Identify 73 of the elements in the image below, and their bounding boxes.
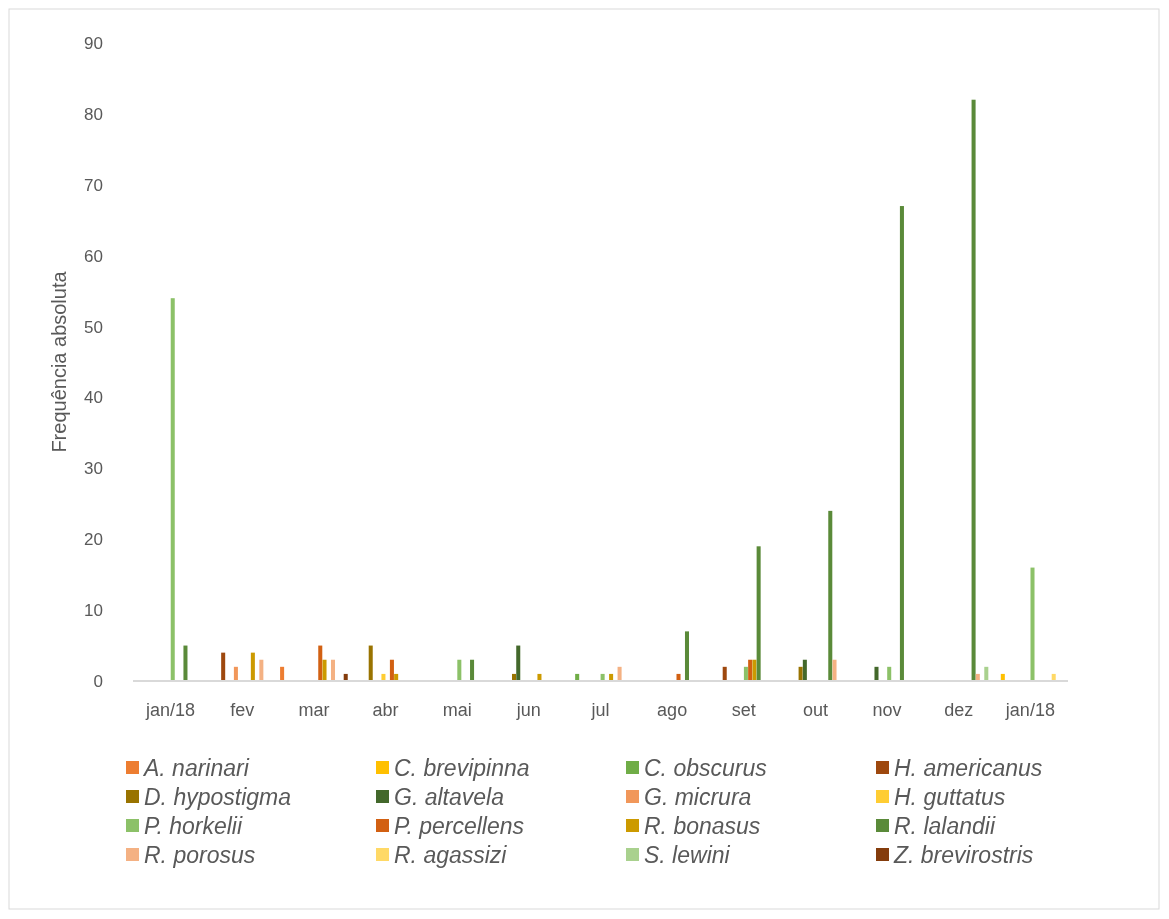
bar xyxy=(743,666,748,681)
y-tick-label: 40 xyxy=(84,388,103,408)
bar xyxy=(617,666,622,681)
y-tick-label: 80 xyxy=(84,104,103,124)
bar xyxy=(457,659,462,681)
x-tick-label: nov xyxy=(872,700,902,720)
x-tick-label: jan/18 xyxy=(1004,700,1055,720)
y-tick-label: 50 xyxy=(84,317,103,337)
bar xyxy=(722,666,727,681)
y-tick-label: 20 xyxy=(84,530,103,550)
bar xyxy=(318,645,323,681)
x-tick-label: mar xyxy=(298,700,330,720)
bar xyxy=(322,659,327,681)
bar xyxy=(676,673,681,681)
bar xyxy=(874,666,879,681)
x-tick-label: abr xyxy=(372,700,399,720)
bar xyxy=(233,666,238,681)
legend-label: C. obscurus xyxy=(644,755,768,782)
y-tick-label: 0 xyxy=(93,671,103,691)
legend-label: G. micrura xyxy=(644,784,752,811)
x-tick-label: jul xyxy=(590,700,610,720)
legend-label: A. narinari xyxy=(142,755,250,782)
bar xyxy=(802,659,807,681)
bar xyxy=(250,652,255,681)
bar xyxy=(756,546,761,681)
legend-label: H. americanus xyxy=(894,755,1043,782)
bar xyxy=(887,666,892,681)
legend-label: Z. brevirostris xyxy=(893,842,1034,869)
legend-label: G. altavela xyxy=(394,784,504,811)
bar xyxy=(752,659,757,681)
legend-label: R. lalandii xyxy=(894,813,996,840)
bar xyxy=(832,659,837,681)
bar xyxy=(389,659,394,681)
x-tick-label: ago xyxy=(657,700,688,720)
y-tick-label: 70 xyxy=(84,175,103,195)
x-tick-label: jan/18 xyxy=(145,700,196,720)
y-axis-title: Frequência absoluta xyxy=(48,270,70,453)
legend-label: D. hypostigma xyxy=(144,784,292,811)
y-tick-label: 60 xyxy=(84,246,103,266)
legend-label: R. agassizi xyxy=(394,842,508,869)
bar xyxy=(1030,567,1035,681)
bar xyxy=(470,659,475,681)
bar xyxy=(368,645,373,681)
legend-label: R. porosus xyxy=(144,842,256,869)
bar xyxy=(280,666,285,681)
legend-label: P. horkelii xyxy=(144,813,243,840)
legend-label: R. bonasus xyxy=(644,813,761,840)
bar xyxy=(984,666,989,681)
bar xyxy=(684,631,689,681)
bar xyxy=(170,298,175,681)
bar xyxy=(971,99,976,681)
x-tick-label: out xyxy=(802,700,828,720)
bar xyxy=(828,510,833,681)
x-tick-label: set xyxy=(731,700,756,720)
bar xyxy=(516,645,521,681)
bar xyxy=(899,206,904,681)
bar xyxy=(259,659,264,681)
bar xyxy=(221,652,226,681)
x-tick-label: mai xyxy=(442,700,472,720)
x-tick-label: jun xyxy=(515,700,541,720)
x-tick-label: fev xyxy=(230,700,255,720)
legend-label: H. guttatus xyxy=(894,784,1006,811)
x-tick-label: dez xyxy=(944,700,974,720)
legend-label: S. lewini xyxy=(644,842,731,869)
bar xyxy=(183,645,188,681)
legend-label: C. brevipinna xyxy=(394,755,530,782)
bar xyxy=(330,659,336,681)
bar xyxy=(798,666,803,681)
legend-label: P. percellens xyxy=(394,813,525,840)
bar xyxy=(748,659,753,681)
y-tick-label: 10 xyxy=(84,601,103,621)
y-tick-label: 30 xyxy=(84,459,103,479)
y-tick-label: 90 xyxy=(84,33,103,53)
